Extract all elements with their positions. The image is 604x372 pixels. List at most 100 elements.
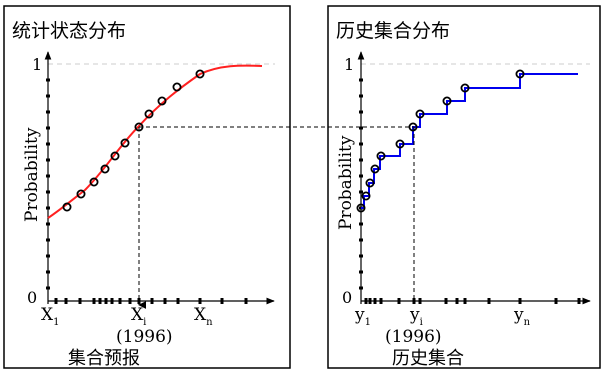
x-tick (163, 298, 167, 304)
y-tick (359, 94, 363, 98)
x-tick (518, 298, 522, 304)
right-marker (395, 139, 405, 149)
x-tick (220, 298, 224, 304)
y-tick (359, 238, 363, 242)
right-marker (442, 96, 452, 106)
x-tick (577, 298, 581, 304)
left-xn-label: Xn (194, 305, 213, 328)
left-y-ticks (46, 78, 50, 290)
left-y-axis-label: Probability (22, 127, 42, 222)
x-tick (104, 298, 108, 304)
x-tick (98, 298, 102, 304)
left-marker (89, 177, 99, 187)
left-year-label: (1996) (116, 327, 173, 347)
x-tick (379, 298, 383, 304)
y-tick (359, 110, 363, 114)
right-marker (370, 164, 380, 174)
left-cdf-curve (47, 64, 263, 219)
right-marker (460, 83, 470, 93)
y-tick (46, 270, 50, 274)
y-tick (46, 286, 50, 290)
x-tick (397, 298, 401, 304)
right-history-markers (356, 69, 525, 213)
right-year-label: (1996) (385, 327, 442, 347)
right-marker (356, 203, 366, 213)
x-tick (110, 298, 114, 304)
x-tick (128, 298, 132, 304)
y-tick (359, 270, 363, 274)
left-panel-title: 统计状态分布 (12, 20, 126, 42)
y-tick (46, 126, 50, 130)
left-x-ticks (54, 298, 248, 304)
right-y-origin-label: 0 (342, 288, 352, 307)
left-marker (144, 109, 154, 119)
left-marker (76, 189, 86, 199)
y-tick (359, 254, 363, 258)
y-tick (359, 222, 363, 226)
x-tick (412, 298, 416, 304)
right-caption: 历史集合 (392, 348, 464, 369)
y-tick (46, 206, 50, 210)
x-tick (78, 298, 82, 304)
y-tick (46, 190, 50, 194)
x-tick (554, 298, 558, 304)
right-y-axis-label: Probability (336, 135, 356, 230)
left-marker (62, 202, 72, 212)
y-tick (359, 126, 363, 130)
y-tick (46, 110, 50, 114)
y-tick (359, 286, 363, 290)
y-tick (46, 238, 50, 242)
left-marker (195, 69, 205, 79)
left-marker (172, 82, 182, 92)
y-tick (359, 78, 363, 82)
right-panel: 历史集合分布 1 0 Probability y1 yi yn (1996) 历… (327, 5, 601, 369)
x-tick (444, 298, 448, 304)
left-marker (110, 151, 120, 161)
x-tick (64, 298, 68, 304)
right-marker (361, 191, 371, 201)
y-tick (359, 190, 363, 194)
left-marker (157, 96, 167, 106)
right-yi-label: yi (409, 305, 423, 328)
right-y-top-label: 1 (344, 55, 354, 74)
y-tick (359, 158, 363, 162)
x-tick (176, 298, 180, 304)
x-tick (463, 298, 467, 304)
x-tick (487, 298, 491, 304)
right-marker (515, 69, 525, 79)
right-yn-label: yn (513, 305, 531, 328)
y-tick (46, 174, 50, 178)
left-xi-label: Xi (131, 305, 146, 328)
left-x1-label: X1 (41, 305, 59, 328)
x-tick (455, 298, 459, 304)
right-marker (376, 151, 386, 161)
y-tick (46, 142, 50, 146)
right-panel-frame (327, 5, 601, 369)
y-tick (46, 222, 50, 226)
right-marker (415, 109, 425, 119)
x-tick (368, 298, 372, 304)
right-step-cdf (361, 73, 578, 209)
x-tick (364, 298, 368, 304)
y-tick (359, 142, 363, 146)
right-y-ticks (359, 78, 363, 290)
right-x-ticks (364, 298, 581, 304)
left-y-origin-label: 0 (27, 288, 37, 307)
left-panel: 统计状态分布 1 0 Probability X1 Xi Xn (1996) 集… (3, 5, 291, 369)
right-marker (408, 122, 418, 132)
left-caption: 集合预报 (68, 348, 140, 369)
x-tick (54, 298, 58, 304)
x-tick (373, 298, 377, 304)
right-y1-label: y1 (354, 305, 371, 328)
x-tick (92, 298, 96, 304)
left-y-top-label: 1 (32, 55, 42, 74)
left-panel-frame (3, 5, 291, 369)
left-marker (120, 138, 130, 148)
y-tick (46, 254, 50, 258)
y-tick (46, 158, 50, 162)
right-marker (365, 178, 375, 188)
right-panel-title: 历史集合分布 (336, 20, 450, 42)
left-marker (100, 164, 110, 174)
x-tick (198, 298, 202, 304)
